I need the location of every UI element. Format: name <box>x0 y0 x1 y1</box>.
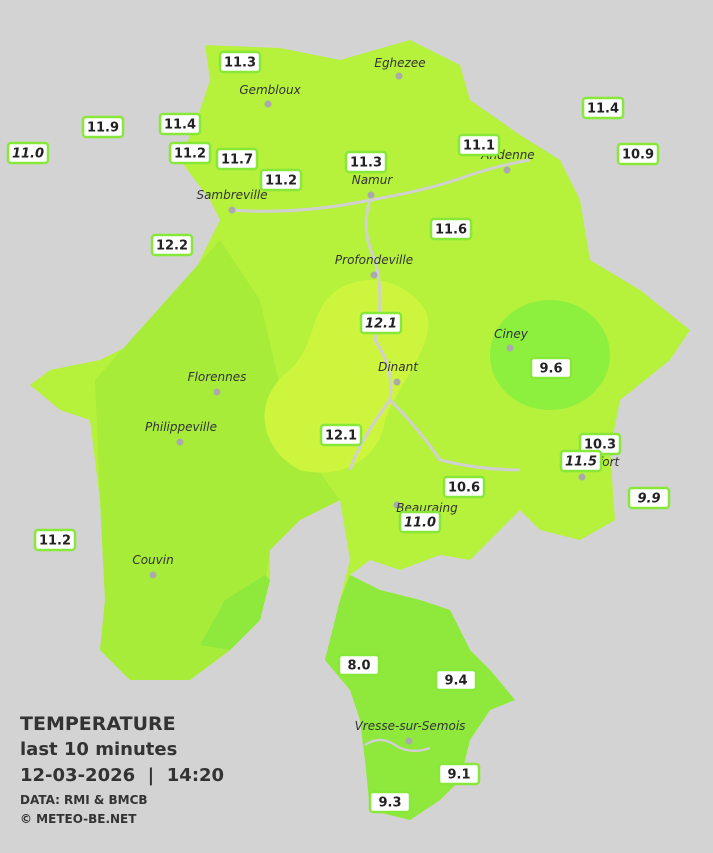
town-dot <box>405 737 413 745</box>
station-value: 11.4 <box>587 102 619 117</box>
station-value: 11.3 <box>350 156 382 171</box>
station-box <box>616 142 660 166</box>
town-dot <box>149 571 157 579</box>
station-value: 9.3 <box>378 796 401 811</box>
station-box <box>218 50 262 74</box>
station-value: 12.1 <box>325 429 357 444</box>
station-box <box>368 790 412 814</box>
town-dot <box>228 206 236 214</box>
station-box <box>319 423 363 447</box>
town-label: Florennes <box>188 370 247 384</box>
station-value: 10.6 <box>448 481 480 496</box>
station-box <box>81 115 125 139</box>
river <box>229 158 531 472</box>
town-dot <box>370 271 378 279</box>
town-dot <box>503 166 511 174</box>
town-dot <box>393 501 401 509</box>
station-value: 11.5 <box>565 455 597 470</box>
station-value: 12.1 <box>365 317 397 332</box>
town-label: Dinant <box>378 360 419 374</box>
station-value: 12.2 <box>156 239 188 254</box>
town-dot <box>367 191 375 199</box>
legend-subtitle: last 10 minutes <box>20 739 177 760</box>
river-semois <box>364 738 431 753</box>
station-box <box>150 233 194 257</box>
station-value: 11.9 <box>87 121 119 136</box>
station-box <box>158 112 202 136</box>
town-label: Sambreville <box>196 188 267 202</box>
legend-source: DATA: RMI & BMCB <box>20 793 148 807</box>
town-label: Couvin <box>132 553 173 567</box>
station-box <box>168 141 212 165</box>
station-value: 9.1 <box>447 768 470 783</box>
station-box <box>398 510 442 534</box>
town-dot <box>264 100 272 108</box>
station-value: 11.6 <box>435 223 467 238</box>
town-label: Gembloux <box>239 83 301 97</box>
station-value: 9.9 <box>637 492 660 507</box>
station-box <box>6 141 50 165</box>
zone-ciney <box>490 300 610 410</box>
station-box <box>457 133 501 157</box>
station-box <box>442 475 486 499</box>
station-box <box>434 668 478 692</box>
station-value: 11.0 <box>404 516 436 531</box>
station-value: 8.0 <box>347 659 370 674</box>
station-box <box>559 449 603 473</box>
town-label: Namur <box>352 173 394 187</box>
station-box <box>215 147 259 171</box>
station-box <box>429 217 473 241</box>
station-box <box>437 762 481 786</box>
legend-copyright: © METEO-BE.NET <box>20 812 137 826</box>
town-label: Vresse-sur-Semois <box>355 719 466 733</box>
zone-west <box>95 240 340 680</box>
station-value: 11.0 <box>12 147 44 162</box>
town-dot <box>176 438 184 446</box>
station-box <box>529 356 573 380</box>
station-box <box>344 150 388 174</box>
zone-couvin <box>200 575 270 650</box>
station-value: 11.1 <box>463 139 495 154</box>
town-label: Eghezee <box>374 56 425 70</box>
station-box <box>359 311 403 335</box>
zone-south <box>325 575 515 820</box>
station-value: 9.4 <box>444 674 467 689</box>
town-label: Profondeville <box>335 253 413 267</box>
station-value: 11.2 <box>39 534 71 549</box>
town-dot <box>506 344 514 352</box>
station-value: 11.4 <box>164 118 196 133</box>
legend-title: TEMPERATURE <box>20 713 176 735</box>
station-box <box>337 653 381 677</box>
station-box <box>33 528 77 552</box>
town-dot <box>395 72 403 80</box>
station-box <box>627 486 671 510</box>
station-value: 9.6 <box>539 362 562 377</box>
station-value: 10.3 <box>584 438 616 453</box>
station-box <box>581 96 625 120</box>
station-value: 11.2 <box>174 147 206 162</box>
town-label: Philippeville <box>145 420 217 434</box>
town-dot <box>213 388 221 396</box>
station-value: 11.2 <box>265 174 297 189</box>
station-value: 11.7 <box>221 153 253 168</box>
legend-datetime: 12-03-2026 | 14:20 <box>20 765 224 786</box>
town-dot <box>578 473 586 481</box>
station-box <box>259 168 303 192</box>
town-dot <box>393 378 401 386</box>
station-value: 10.9 <box>622 148 654 163</box>
town-label: Ciney <box>494 327 529 341</box>
station-value: 11.3 <box>224 56 256 71</box>
